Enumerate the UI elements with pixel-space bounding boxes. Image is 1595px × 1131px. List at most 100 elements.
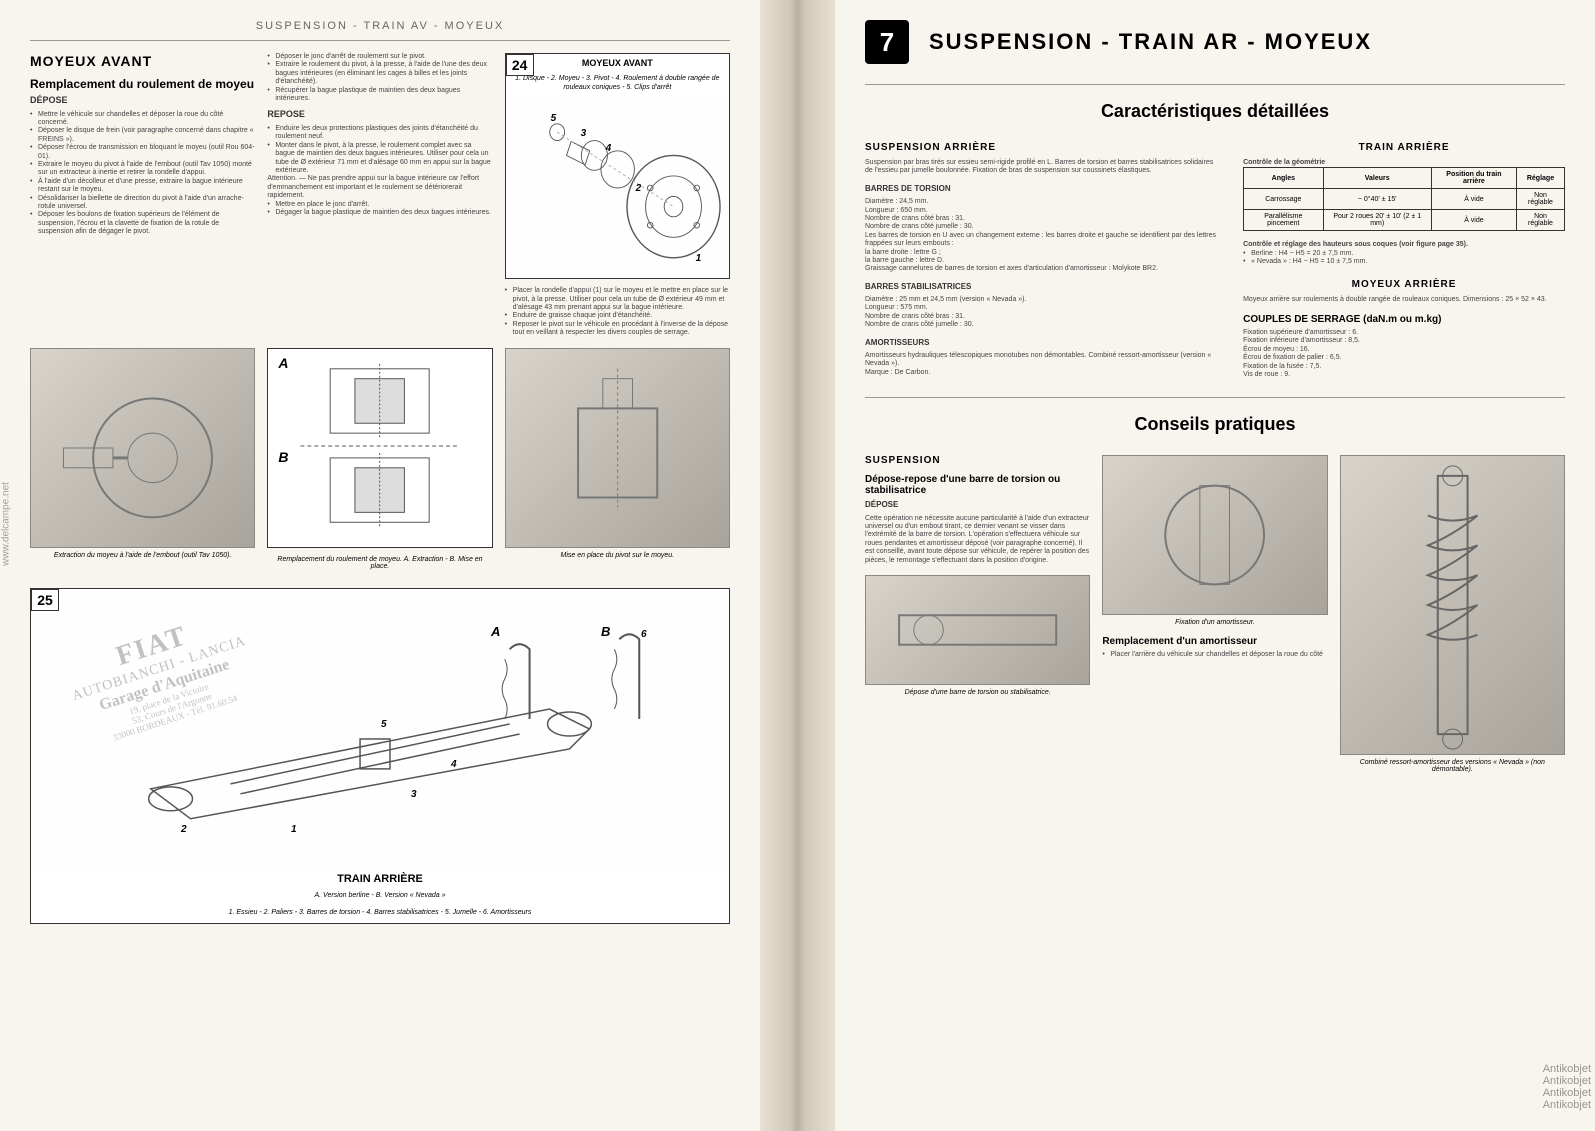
left-page: www.delcampe.net SUSPENSION - TRAIN AV -… <box>0 0 760 1131</box>
repose-label: REPOSE <box>267 109 492 121</box>
details-two-col: SUSPENSION ARRIÈRE Suspension par bras t… <box>865 142 1565 379</box>
bs-item: Longueur : 575 mm. <box>865 304 1219 312</box>
callout: 2 <box>181 824 187 835</box>
amort-item: Amortisseurs hydrauliques télescopiques … <box>865 352 1219 369</box>
photo-fixation-amort <box>1102 455 1327 615</box>
watermark-delcampe: www.delcampe.net <box>1 482 12 566</box>
moyeux-ar-text: Moyeux arrière sur roulements à double r… <box>1243 296 1565 304</box>
section-conseils: Conseils pratiques <box>865 414 1565 435</box>
th-reglage: Réglage <box>1516 168 1564 189</box>
top-columns: MOYEUX AVANT Remplacement du roulement d… <box>30 53 730 338</box>
hauteurs-title: Contrôle et réglage des hauteurs sous co… <box>1243 241 1565 249</box>
callout-4: 4 <box>606 143 612 154</box>
depose-item: Déposer les boulons de fixation supérieu… <box>30 211 255 236</box>
photo2-caption: Fixation d'un amortisseur. <box>1102 619 1327 626</box>
diagram-ab: A B <box>267 348 492 548</box>
barre-text: Cette opération ne nécessite aucune part… <box>865 515 1090 565</box>
repose-item: Dégager la bague plastique de maintien d… <box>267 209 492 217</box>
amort-title: AMORTISSEURS <box>865 338 1219 348</box>
figure-24-title: MOYEUX AVANT <box>506 54 729 72</box>
practical-depose-label: DÉPOSE <box>865 500 1090 510</box>
col-1: MOYEUX AVANT Remplacement du roulement d… <box>30 53 255 338</box>
depose-item: Mettre le véhicule sur chandelles et dép… <box>30 111 255 128</box>
photo3-caption: Combiné ressort-amortisseur des versions… <box>1340 759 1565 773</box>
figure-24-diagram: 1 2 3 4 5 <box>506 98 729 278</box>
susp-ar-title: SUSPENSION ARRIÈRE <box>865 142 1219 153</box>
practical-grid: SUSPENSION Dépose-repose d'une barre de … <box>865 455 1565 783</box>
chapter-title: SUSPENSION - TRAIN AR - MOYEUX <box>929 29 1372 55</box>
wm-line: Antikobjet <box>1543 1063 1591 1075</box>
bt-item: Les barres de torsion en U avec un chang… <box>865 232 1219 249</box>
watermark-antikobjet: Antikobjet Antikobjet Antikobjet Antikob… <box>1543 1063 1591 1111</box>
label-b: B <box>278 449 288 465</box>
depose-item: À l'aide d'un décolleur et d'une presse,… <box>30 178 255 195</box>
bs-item: Nombre de crans côté jumelle : 30. <box>865 321 1219 329</box>
bt-item: Diamètre : 24,5 mm. <box>865 198 1219 206</box>
callout-a: A <box>491 624 500 639</box>
repose-item: Mettre en place le jonc d'arrêt. <box>267 201 492 209</box>
figure-25: 25 FIAT AUTOBIANCHI - LANCIA Garage d'Aq… <box>30 588 730 924</box>
geometry-table: Angles Valeurs Position du train arrière… <box>1243 167 1565 231</box>
practical-susp-title: SUSPENSION <box>865 455 1090 466</box>
depose-label: DÉPOSE <box>30 95 255 107</box>
td: Pour 2 roues 20' ± 10' (2 ± 1 mm) <box>1323 210 1431 231</box>
depose-item: Désolidariser la biellette de direction … <box>30 195 255 212</box>
bt-item: Graissage cannelures de barres de torsio… <box>865 265 1219 273</box>
repose-item: Attention. — Ne pas prendre appui sur la… <box>267 175 492 200</box>
col3-item: Reposer le pivot sur le véhicule en proc… <box>505 321 730 338</box>
bt-item: Nombre de crans côté jumelle : 30. <box>865 223 1219 231</box>
td: À vide <box>1431 189 1516 210</box>
callout: 1 <box>291 824 297 835</box>
rear-axle-svg <box>31 589 729 869</box>
remplacement-title: Remplacement du roulement de moyeu <box>30 77 255 91</box>
middle-images: Extraction du moyeu à l'aide de l'embout… <box>30 348 730 580</box>
bt-item: la barre gauche : lettre D. <box>865 257 1219 265</box>
page-header-left: SUSPENSION - TRAIN AV - MOYEUX <box>30 20 730 32</box>
serrage-item: Fixation supérieure d'amortisseur : 6. <box>1243 329 1565 337</box>
td: À vide <box>1431 210 1516 231</box>
mid-img-1: Extraction du moyeu à l'aide de l'embout… <box>30 348 255 580</box>
figure-24-number: 24 <box>506 54 534 76</box>
practical-col-1: SUSPENSION Dépose-repose d'une barre de … <box>865 455 1090 783</box>
details-right: TRAIN ARRIÈRE Contrôle de la géométrie A… <box>1243 142 1565 379</box>
mid-img-3: Mise en place du pivot sur le moyeu. <box>505 348 730 580</box>
label-a: A <box>278 355 288 371</box>
photo1-caption: Dépose d'une barre de torsion ou stabili… <box>865 689 1090 696</box>
moyeux-avant-title: MOYEUX AVANT <box>30 53 255 69</box>
td: − 0°40' ± 15' <box>1323 189 1431 210</box>
serrage-item: Fixation de la fusée : 7,5. <box>1243 363 1565 371</box>
barres-stab-title: BARRES STABILISATRICES <box>865 282 1219 292</box>
section-divider <box>865 397 1565 398</box>
figure-25-caption: 1. Essieu - 2. Paliers - 3. Barres de to… <box>31 906 729 923</box>
col2-item: Déposer le jonc d'arrêt de roulement sur… <box>267 53 492 61</box>
wm-line: Antikobjet <box>1543 1075 1591 1087</box>
bs-item: Diamètre : 25 mm et 24,5 mm (version « N… <box>865 296 1219 304</box>
chapter-badge: 7 <box>865 20 909 64</box>
diagram-ab-caption: Remplacement du roulement de moyeu. A. E… <box>267 556 492 570</box>
geo-subtitle: Contrôle de la géométrie <box>1243 159 1565 167</box>
figure-24-caption: 1. Disque - 2. Moyeu - 3. Pivot - 4. Rou… <box>506 72 729 98</box>
figure-25-number: 25 <box>31 589 59 611</box>
photo-pivot <box>505 348 730 548</box>
serrage-item: Écrou de moyeu : 16. <box>1243 346 1565 354</box>
callout-b: B <box>601 624 610 639</box>
td: Non réglable <box>1516 189 1564 210</box>
depose-item: Déposer le disque de frein (voir paragra… <box>30 127 255 144</box>
wm-line: Antikobjet <box>1543 1099 1591 1111</box>
col-2: Déposer le jonc d'arrêt de roulement sur… <box>267 53 492 338</box>
callout-1: 1 <box>696 253 702 264</box>
figure-25-subtitle: A. Version berline - B. Version « Nevada… <box>31 889 729 906</box>
photo-extraction-moyeu <box>30 348 255 548</box>
photo-pivot-caption: Mise en place du pivot sur le moyeu. <box>505 552 730 559</box>
th-valeurs: Valeurs <box>1323 168 1431 189</box>
right-page: 7 SUSPENSION - TRAIN AR - MOYEUX Caracté… <box>835 0 1595 1131</box>
callout: 5 <box>381 719 387 730</box>
serrage-item: Vis de roue : 9. <box>1243 371 1565 379</box>
repose-item: Enduire les deux protections plastiques … <box>267 125 492 142</box>
th-position: Position du train arrière <box>1431 168 1516 189</box>
bt-item: Nombre de crans côté bras : 31. <box>865 215 1219 223</box>
mid-img-2: A B <box>267 348 492 580</box>
callout-2: 2 <box>636 183 642 194</box>
col2-item: Extraire le roulement du pivot, à la pre… <box>267 61 492 86</box>
depose-item: Extraire le moyeu du pivot à l'aide de l… <box>30 161 255 178</box>
